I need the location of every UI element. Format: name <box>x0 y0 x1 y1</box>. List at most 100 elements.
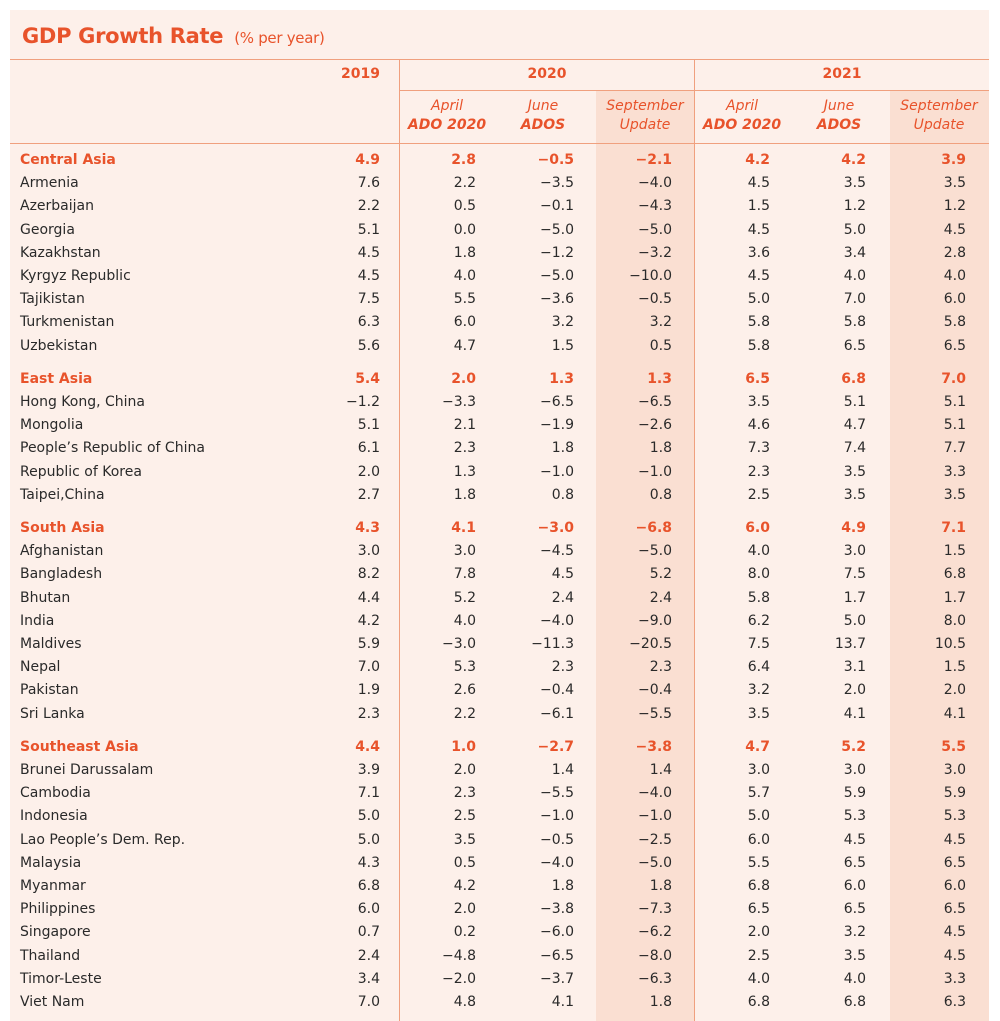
value-cell: 6.5 <box>943 901 966 918</box>
value-cell: −6.3 <box>638 970 672 987</box>
value-cell: 0.7 <box>357 924 380 941</box>
value-cell: −6.5 <box>540 394 574 410</box>
economy-name: Sri Lanka <box>20 705 85 722</box>
value-cell: −4.0 <box>540 854 574 871</box>
value-cell: −1.0 <box>638 463 672 480</box>
value-cell: 3.9 <box>941 152 966 168</box>
value-cell: 6.8 <box>747 994 770 1010</box>
value-cell: 7.8 <box>453 566 476 583</box>
subheader-2: September Update <box>595 97 695 135</box>
value-cell: 4.1 <box>843 705 866 722</box>
group-name: South Asia <box>20 520 105 536</box>
table-row: Singapore 0.7 0.2 −6.0 −6.2 2.0 3.2 4.5 <box>10 921 989 944</box>
value-cell: 4.0 <box>453 268 476 284</box>
table-row: Kazakhstan 4.5 1.8 −1.2 −3.2 3.6 3.4 2.8 <box>10 242 989 265</box>
value-cell: −3.7 <box>540 970 574 987</box>
value-cell: 5.3 <box>453 659 476 676</box>
value-cell: 3.4 <box>843 244 866 261</box>
economy-name: Viet Nam <box>20 994 85 1010</box>
value-cell: 6.0 <box>453 314 476 331</box>
value-cell: −3.5 <box>540 175 574 192</box>
value-cell: 1.2 <box>843 198 866 215</box>
divider-2020-2021 <box>694 59 695 1021</box>
value-cell: 4.4 <box>357 589 380 606</box>
value-cell: −4.3 <box>638 198 672 215</box>
value-cell: −3.8 <box>635 738 672 755</box>
value-cell: 8.2 <box>357 566 380 583</box>
value-cell: 5.8 <box>747 589 770 606</box>
value-cell: 7.5 <box>357 291 380 308</box>
value-cell: −5.5 <box>638 705 672 722</box>
value-cell: 2.2 <box>357 198 380 215</box>
value-cell: 4.5 <box>357 268 380 284</box>
value-cell: −6.5 <box>540 947 574 964</box>
value-cell: 4.5 <box>551 566 574 583</box>
value-cell: 4.8 <box>453 994 476 1010</box>
value-cell: 3.5 <box>843 463 866 480</box>
value-cell: −0.4 <box>540 682 574 699</box>
value-cell: 7.0 <box>941 370 966 387</box>
table-row: Viet Nam 7.0 4.8 4.1 1.8 6.8 6.8 6.3 <box>10 991 989 1014</box>
value-cell: 0.5 <box>649 337 672 354</box>
value-cell: 7.0 <box>357 994 380 1010</box>
table-row: Armenia 7.6 2.2 −3.5 −4.0 4.5 3.5 3.5 <box>10 172 989 195</box>
value-cell: 6.5 <box>745 370 770 387</box>
value-cell: −2.5 <box>638 831 672 848</box>
value-cell: 3.1 <box>843 659 866 676</box>
value-cell: 1.7 <box>843 589 866 606</box>
value-cell: 2.5 <box>453 808 476 825</box>
value-cell: 4.1 <box>451 520 476 536</box>
value-cell: 0.5 <box>453 854 476 871</box>
value-cell: 6.3 <box>943 994 966 1010</box>
value-cell: 1.8 <box>649 994 672 1010</box>
value-cell: 4.3 <box>355 520 380 536</box>
value-cell: −0.1 <box>540 198 574 215</box>
value-cell: 5.0 <box>357 808 380 825</box>
value-cell: 0.8 <box>649 486 672 503</box>
divider-2019-2020 <box>399 59 400 1021</box>
value-cell: 4.0 <box>747 543 770 560</box>
value-cell: 2.1 <box>453 417 476 434</box>
value-cell: 2.3 <box>747 463 770 480</box>
value-cell: 3.0 <box>843 762 866 778</box>
economy-name: Republic of Korea <box>20 463 142 480</box>
economy-name: Bhutan <box>20 589 71 606</box>
value-cell: 4.0 <box>843 268 866 284</box>
value-cell: 3.0 <box>747 762 770 778</box>
value-cell: 3.5 <box>943 175 966 192</box>
value-cell: 6.5 <box>843 337 866 354</box>
value-cell: 5.5 <box>941 738 966 755</box>
value-cell: 6.3 <box>357 314 380 331</box>
value-cell: 6.5 <box>943 854 966 871</box>
value-cell: 3.5 <box>747 394 770 410</box>
value-cell: −3.2 <box>638 244 672 261</box>
value-cell: 1.8 <box>649 878 672 894</box>
value-cell: 4.0 <box>453 612 476 629</box>
value-cell: 5.9 <box>843 785 866 802</box>
value-cell: −5.0 <box>638 221 672 238</box>
value-cell: 3.5 <box>943 486 966 503</box>
table-row: Azerbaijan 2.2 0.5 −0.1 −4.3 1.5 1.2 1.2 <box>10 195 989 218</box>
value-cell: 5.0 <box>357 831 380 848</box>
value-cell: 4.0 <box>747 970 770 987</box>
economy-name: Indonesia <box>20 808 88 825</box>
value-cell: 1.5 <box>747 198 770 215</box>
subheader-line1: September <box>900 98 978 114</box>
value-cell: −2.0 <box>442 970 476 987</box>
value-cell: 2.4 <box>551 589 574 606</box>
subheader-line2: Update <box>913 117 965 133</box>
value-cell: 3.5 <box>747 705 770 722</box>
subheader-line2: ADO 2020 <box>407 117 487 133</box>
value-cell: 5.9 <box>943 785 966 802</box>
subheader-line1: June <box>527 98 559 114</box>
table-row: Tajikistan 7.5 5.5 −3.6 −0.5 5.0 7.0 6.0 <box>10 288 989 311</box>
value-cell: 5.5 <box>453 291 476 308</box>
economy-name: Pakistan <box>20 682 79 699</box>
value-cell: 6.5 <box>843 901 866 918</box>
value-cell: 4.1 <box>943 705 966 722</box>
value-cell: 5.9 <box>357 636 380 652</box>
value-cell: −5.0 <box>638 543 672 560</box>
value-cell: 3.5 <box>843 175 866 192</box>
group-row: Southeast Asia 4.4 1.0 −2.7 −3.8 4.7 5.2 5.5 <box>10 736 989 759</box>
table-row: Kyrgyz Republic 4.5 4.0 −5.0 −10.0 4.5 4.0 4.0 <box>10 265 989 288</box>
